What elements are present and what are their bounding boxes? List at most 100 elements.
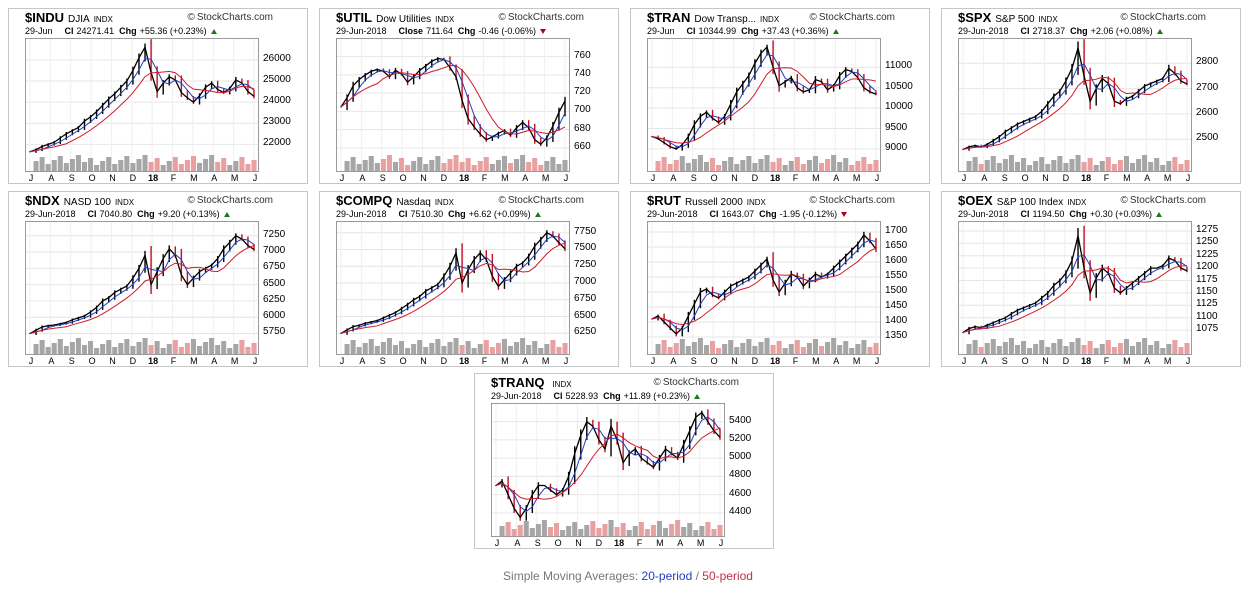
up-arrow-icon bbox=[1155, 212, 1162, 218]
volume-bar bbox=[544, 344, 550, 354]
volume-bar bbox=[441, 346, 447, 354]
volume-bar bbox=[435, 339, 441, 354]
x-tick-label: N bbox=[420, 356, 427, 366]
x-tick-label: S bbox=[534, 538, 541, 548]
volume-bar bbox=[679, 339, 685, 354]
volume-bar bbox=[233, 161, 239, 171]
chart-panel-0[interactable]: $INDU DJIA INDX © StockCharts.com 29-Jun Cl 242… bbox=[8, 8, 308, 184]
y-tick-label: 25000 bbox=[263, 74, 291, 85]
volume-bar bbox=[722, 344, 728, 354]
chart-header: $INDU DJIA INDX © StockCharts.com bbox=[25, 10, 303, 26]
y-tick-label: 5200 bbox=[729, 432, 752, 444]
volume-bar bbox=[447, 342, 453, 354]
volume-bar bbox=[112, 347, 118, 354]
x-tick-label: D bbox=[440, 356, 448, 366]
volume-bar bbox=[776, 158, 782, 171]
volume-bar bbox=[386, 155, 392, 171]
chart-symbol: $SPX bbox=[958, 10, 992, 25]
x-tick-label: M bbox=[656, 538, 664, 548]
volume-bar bbox=[63, 163, 69, 171]
chart-panel-2[interactable]: $TRAN Dow Transp... INDX © StockCharts.com 29… bbox=[630, 8, 930, 184]
volume-bar bbox=[386, 338, 392, 354]
x-axis: J A S O N D 18 F M A M J bbox=[336, 173, 570, 185]
brand-text: StockCharts.com bbox=[662, 377, 739, 388]
volume-bar bbox=[776, 341, 782, 354]
x-tick-label: J bbox=[961, 356, 967, 366]
volume-bar bbox=[39, 340, 45, 354]
price-line bbox=[651, 45, 877, 150]
chart-panel-3[interactable]: $SPX S&P 500 INDX © StockCharts.com 29-Jun-20… bbox=[941, 8, 1241, 184]
volume-bar bbox=[1045, 164, 1051, 171]
x-tick-label: S bbox=[690, 173, 697, 183]
volume-bar bbox=[746, 156, 752, 171]
x-tick-label: M bbox=[1123, 173, 1131, 183]
volume-bar bbox=[1117, 160, 1123, 171]
chart-panel-5[interactable]: $COMPQ Nasdaq INDX © StockCharts.com 29-Jun-2… bbox=[319, 191, 619, 367]
volume-bar bbox=[1087, 158, 1093, 171]
volume-bar bbox=[550, 340, 556, 354]
volume-bar bbox=[728, 157, 734, 171]
ma20-line bbox=[651, 53, 877, 148]
y-tick-label: 7500 bbox=[574, 242, 597, 254]
volume-bar bbox=[507, 346, 514, 354]
volume-bar bbox=[818, 163, 825, 171]
volume-bar bbox=[861, 157, 867, 171]
chart-panel-4[interactable]: $NDX NASD 100 INDX © StockCharts.com 29-Jun-2… bbox=[8, 191, 308, 367]
y-tick-label: 760 bbox=[574, 49, 591, 61]
volume-bar bbox=[166, 161, 172, 171]
x-tick-label: D bbox=[1062, 356, 1070, 366]
y-tick-label: 22000 bbox=[263, 137, 291, 149]
volume-bar bbox=[1184, 343, 1190, 354]
x-tick-label: O bbox=[399, 356, 407, 366]
volume-bar bbox=[423, 164, 429, 171]
volume-bar bbox=[752, 163, 758, 171]
volume-bar bbox=[1117, 343, 1123, 354]
last-value: 7040.80 bbox=[99, 209, 133, 219]
y-tick-label: 1150 bbox=[1196, 285, 1218, 297]
volume-bar bbox=[697, 155, 703, 171]
chart-header: $UTIL Dow Utilities INDX © StockCharts.com bbox=[336, 11, 614, 26]
volume-bar bbox=[148, 162, 154, 171]
volume-bar bbox=[1160, 348, 1166, 354]
chart-panel-7[interactable]: $OEX S&P 100 Index INDX © StockCharts.com 29-… bbox=[941, 191, 1241, 367]
chart-date: 29-Jun-2018 bbox=[958, 209, 1009, 219]
chart-panel-8[interactable]: $TRANQ INDX © StockCharts.com 29-Jun-2018 Cl 5… bbox=[474, 373, 774, 549]
volume-bar bbox=[667, 164, 673, 171]
chart-symbol: $INDU bbox=[25, 10, 65, 25]
volume-bar bbox=[632, 526, 638, 536]
volume-bar bbox=[1142, 155, 1148, 171]
x-tick-label: J bbox=[252, 356, 258, 366]
volume-bar bbox=[873, 160, 879, 171]
x-tick-label: 18 bbox=[614, 538, 625, 548]
chart-panel-1[interactable]: $UTIL Dow Utilities INDX © StockCharts.com 29… bbox=[319, 8, 619, 184]
last-value: 1194.50 bbox=[1032, 209, 1065, 219]
brand-text: StockCharts.com bbox=[196, 195, 273, 206]
x-tick-label: F bbox=[481, 356, 488, 366]
x-tick-label: N bbox=[731, 356, 738, 366]
chart-date: 29-Jun bbox=[647, 26, 675, 36]
last-label: Cl bbox=[64, 26, 74, 36]
volume-bar bbox=[88, 158, 94, 171]
volume-bar bbox=[667, 347, 673, 354]
last-label: Cl bbox=[709, 209, 719, 219]
volume-bar bbox=[697, 338, 703, 354]
volume-bar bbox=[722, 161, 728, 171]
volume-bar bbox=[996, 163, 1002, 171]
x-tick-label: 18 bbox=[148, 173, 159, 183]
ma20-line bbox=[340, 235, 566, 334]
x-tick-label: O bbox=[1021, 356, 1029, 366]
chart-panel-6[interactable]: $RUT Russell 2000 INDX © StockCharts.com 29-J… bbox=[630, 191, 930, 367]
up-arrow-icon bbox=[1156, 29, 1163, 35]
volume-bar bbox=[758, 159, 764, 171]
ma20-line bbox=[962, 63, 1188, 150]
x-tick-label: J bbox=[494, 538, 500, 548]
volume-bar bbox=[716, 165, 722, 171]
volume-bar bbox=[669, 524, 675, 536]
volume-bar bbox=[411, 344, 417, 354]
x-tick-label: D bbox=[751, 356, 759, 366]
volume-bar bbox=[106, 157, 112, 171]
chart-quote: 29-Jun-2018 Cl 2718.37 Chg +2.06 (+0.08%) bbox=[958, 25, 1236, 37]
brand-wrap: © StockCharts.com bbox=[187, 194, 273, 208]
last-value: 5228.93 bbox=[565, 391, 599, 401]
chg-value: +55.36 (+0.23%) bbox=[139, 26, 207, 36]
